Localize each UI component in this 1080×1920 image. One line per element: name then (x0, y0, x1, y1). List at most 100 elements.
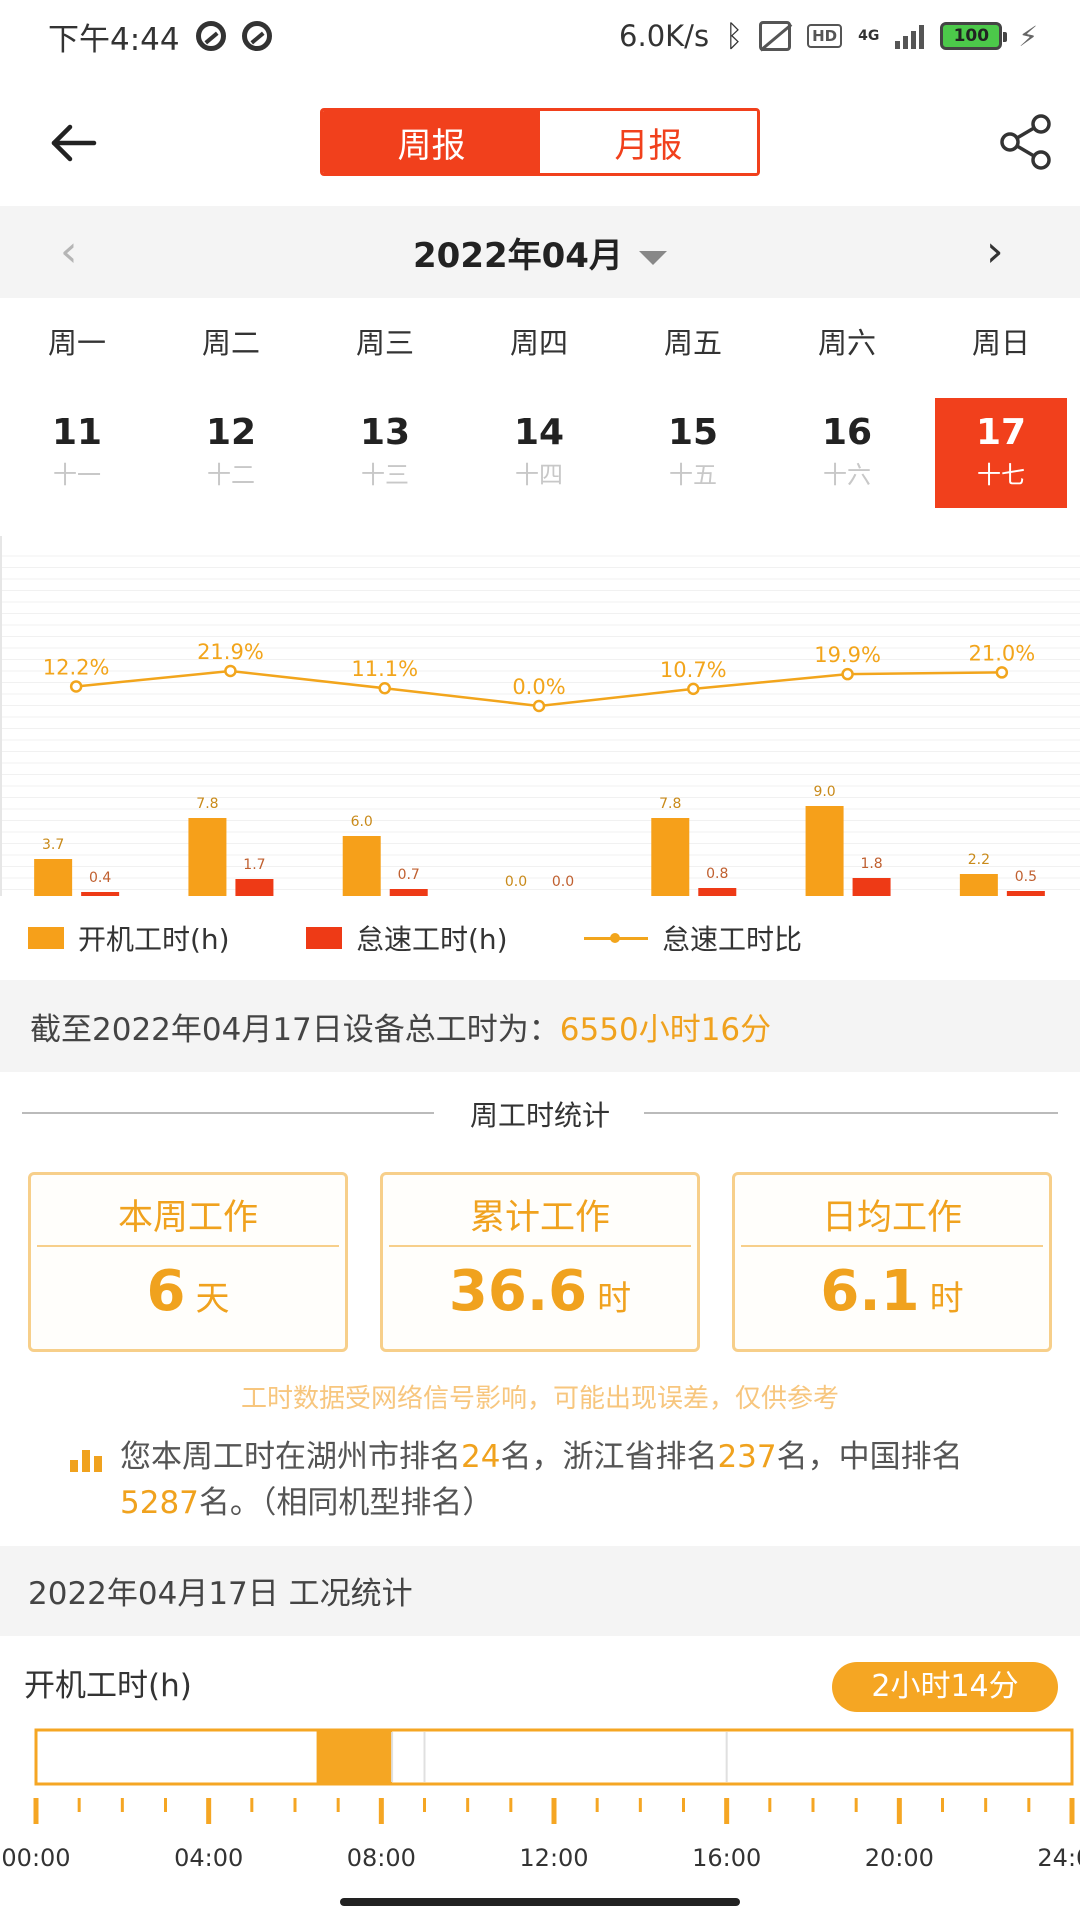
bar-label-open: 2.2 (968, 852, 990, 868)
ratio-label: 21.0% (968, 641, 1035, 665)
stat-card-total-hours: 累计工作 36.6 时 (380, 1172, 700, 1352)
bar-label-idle: 0.5 (1015, 869, 1037, 885)
stat-card-daily-avg: 日均工作 6.1 时 (732, 1172, 1052, 1352)
bar-label-idle: 0.8 (706, 866, 728, 882)
share-icon[interactable] (996, 112, 1056, 172)
total-hours-prefix: 截至2022年04月17日设备总工时为： (30, 1012, 560, 1048)
date-cell-selected[interactable]: 17 十七 (935, 398, 1067, 508)
rank-text-3: 名，中国排名 (776, 1439, 963, 1475)
lunar-date: 十七 (977, 461, 1025, 489)
lunar-date: 十三 (361, 461, 409, 489)
weekday-label: 周二 (201, 326, 260, 360)
weekday-label: 周五 (663, 326, 722, 360)
stat-unit: 时 (929, 1279, 964, 1319)
open-hours-label: 开机工时(h) (24, 1668, 192, 1704)
legend-item-ratio: 怠速工时比 (584, 918, 802, 958)
bar-label-open: 9.0 (813, 784, 835, 800)
date-cell[interactable]: 12 十二 (165, 398, 297, 508)
bar-idle-hours (81, 892, 120, 896)
weekday-label: 周日 (971, 326, 1030, 360)
rank-text-2: 名，浙江省排名 (500, 1439, 718, 1475)
network-type: 4G (858, 28, 880, 44)
date-cell[interactable]: 14 十四 (473, 398, 605, 508)
tab-monthly[interactable]: 月报 (540, 111, 757, 173)
status-time: 下午4:44 (48, 21, 180, 58)
date-number: 16 (821, 412, 873, 453)
tab-weekly[interactable]: 周报 (323, 111, 540, 173)
stat-value: 6.1 (820, 1259, 920, 1324)
bar-idle-hours (852, 878, 891, 896)
legend-swatch-open (28, 927, 64, 949)
battery-icon: 100 (940, 22, 1008, 50)
ratio-point (224, 664, 237, 678)
ranking-sentence: 您本周工时在湖州市排名24名，浙江省排名237名，中国排名 5287名。（相同机型… (120, 1434, 970, 1526)
open-hours-badge: 2小时14分 (832, 1662, 1058, 1712)
province-rank: 237 (717, 1439, 777, 1475)
bar-chart-icon (70, 1448, 104, 1472)
ratio-point (532, 699, 546, 713)
data-disclaimer: 工时数据受网络信号影响，可能出现误差，仅供参考 (240, 1384, 839, 1414)
weekday-label: 周一 (47, 326, 106, 360)
timeline-time-label: 00:00 (1, 1844, 70, 1870)
lunar-date: 十二 (207, 461, 255, 489)
rank-text-4: 名。（相同机型排名） (198, 1485, 494, 1521)
lunar-date: 十四 (515, 461, 563, 489)
bar-label-open: 7.8 (196, 796, 218, 812)
bar-label-open: 7.8 (659, 796, 681, 812)
date-row: 11 十一 12 十二 13 十三 14 十四 15 十五 16 十六 17 十七 (0, 398, 1080, 508)
bluetooth-icon: ᛒ (725, 18, 744, 54)
ratio-label: 21.9% (197, 640, 264, 664)
bar-idle-hours (389, 889, 428, 896)
divider-left (22, 1112, 434, 1114)
country-rank: 5287 (120, 1485, 199, 1521)
bar-open-hours (651, 818, 690, 896)
timeline-track (34, 1728, 1074, 1786)
month-dropdown[interactable]: 2022年04月 (0, 228, 1080, 277)
prev-week-chevron-icon[interactable]: ‹ (60, 226, 78, 277)
stat-card-title: 本周工作 (37, 1175, 339, 1247)
bar-idle-hours (698, 888, 737, 896)
date-number: 14 (513, 412, 565, 453)
day-timeline: 00:00 04:00 08:00 12:00 16:00 20:00 24:00 (1, 1728, 1080, 1870)
total-hours-value: 6550小时16分 (559, 1012, 772, 1048)
ratio-label: 0.0% (512, 675, 565, 699)
stat-card-body: 36.6 时 (383, 1247, 697, 1324)
bar-open-hours (342, 836, 381, 896)
stat-value: 6 (146, 1259, 186, 1324)
next-week-chevron-icon[interactable]: › (986, 226, 1004, 277)
home-indicator[interactable] (340, 1898, 740, 1906)
date-cell[interactable]: 15 十五 (627, 398, 759, 508)
bar-open-hours (805, 806, 844, 896)
mute-icon (759, 21, 792, 51)
status-right: 6.0K/s ᛒ HD 4G 100 ⚡ (619, 19, 1038, 54)
date-number: 13 (359, 412, 411, 453)
app-notification-icon-2 (241, 21, 272, 51)
weekday-label: 周四 (509, 326, 568, 360)
ratio-point (841, 667, 854, 681)
bar-open-hours (188, 818, 227, 896)
date-cell[interactable]: 13 十三 (319, 398, 451, 508)
bar-label-open: 6.0 (351, 814, 373, 830)
weekly-hours-chart: 3.7 0.4 7.8 1.7 6.0 0.7 0.0 0.0 7.8 0.8 9.0 1.8 2.2 0… (0, 536, 1080, 896)
legend-label-idle: 怠速工时(h) (356, 923, 508, 956)
lunar-date: 十五 (669, 461, 717, 489)
bar-idle-hours (1006, 891, 1045, 896)
bar-label-idle: 0.7 (398, 867, 420, 883)
month-selector: ‹ 2022年04月 › (0, 206, 1080, 298)
date-cell[interactable]: 11 十一 (11, 398, 143, 508)
stat-card-body: 6.1 时 (735, 1247, 1049, 1324)
battery-level: 100 (953, 26, 990, 46)
bar-label-idle: 0.4 (89, 870, 111, 886)
stat-unit: 时 (597, 1279, 632, 1319)
caret-down-icon (638, 250, 667, 265)
month-label: 2022年04月 (413, 236, 623, 276)
date-cell[interactable]: 16 十六 (781, 398, 913, 508)
ratio-point (378, 681, 391, 695)
app-notification-icon (195, 21, 226, 51)
ratio-point (687, 682, 700, 696)
back-arrow-icon[interactable] (48, 118, 98, 168)
stat-unit: 天 (195, 1279, 230, 1319)
week-stats-title: 周工时统计 (0, 1092, 1080, 1132)
